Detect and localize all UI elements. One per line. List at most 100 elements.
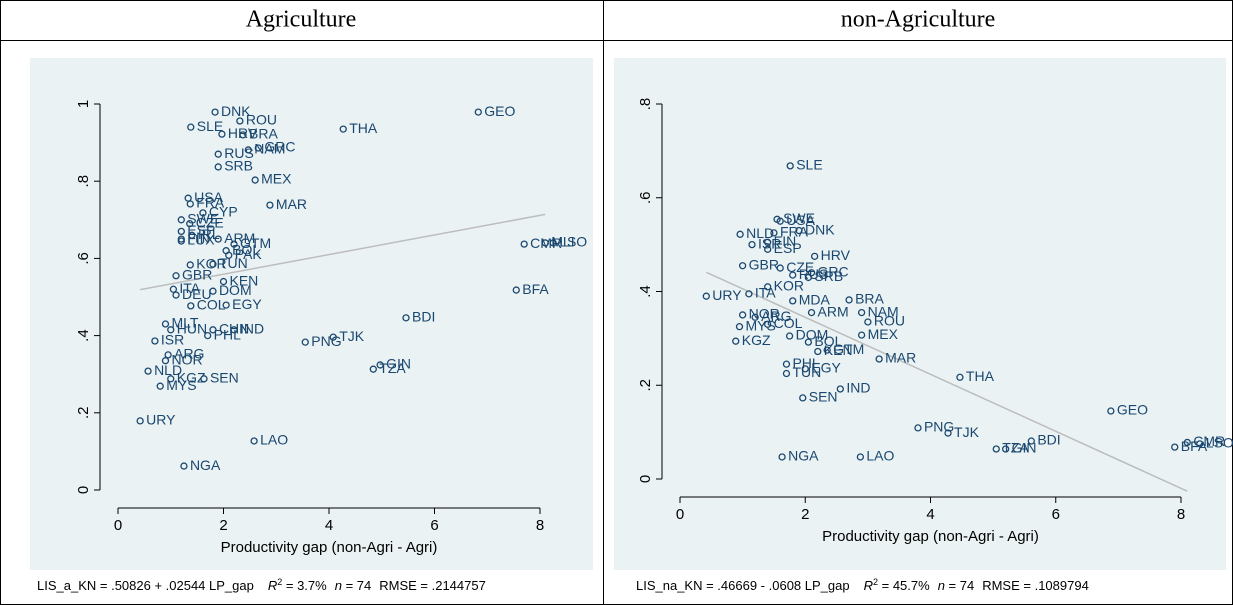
scatter-point [732, 337, 740, 345]
point-label: SRB [224, 158, 253, 174]
scatter-point [764, 245, 772, 253]
y-tick-label: .6 [75, 252, 92, 265]
x-tick-label: 0 [114, 517, 122, 534]
scatter-point [186, 200, 194, 208]
footnote-part: R [864, 578, 873, 593]
point-label: PNG [311, 333, 341, 349]
scatter-point [136, 417, 144, 425]
scatter-point [804, 338, 813, 346]
scatter-point [301, 338, 309, 346]
scatter-point [770, 229, 778, 237]
point-label: SEN [809, 389, 838, 405]
scatter-point [402, 314, 410, 322]
scatter-point [914, 424, 922, 432]
point-label: KGZ [177, 370, 206, 386]
point-label: GRC [264, 139, 295, 155]
scatter-point [251, 176, 259, 184]
scatter-point [795, 226, 803, 235]
point-label: CMR [1193, 433, 1225, 449]
point-label: KEN [230, 272, 259, 288]
footnote-part: RMSE = .1089794 [982, 578, 1089, 593]
point-label: URY [712, 287, 742, 303]
footnote: LIS_na_KN = .46669 - .0608 LP_gap R2 = 45… [636, 577, 1089, 593]
scatter-point [735, 323, 744, 331]
point-label: NAM [868, 303, 899, 319]
scatter-point [177, 227, 185, 236]
scatter-point [376, 361, 384, 369]
point-label: ROU [246, 112, 277, 128]
scatter-point [188, 231, 196, 239]
footnote-part: n [938, 578, 945, 593]
point-label: SLE [197, 118, 223, 134]
point-label: MEX [261, 171, 292, 187]
point-label: SLE [796, 157, 822, 173]
point-label: PAK [235, 246, 263, 262]
x-tick-label: 4 [926, 506, 934, 523]
scatter-point [764, 238, 772, 246]
scatter-point [549, 239, 557, 247]
point-label: CZE [786, 259, 814, 275]
scatter-point [214, 235, 222, 243]
scatter-point [254, 144, 262, 152]
x-tick-label: 8 [536, 517, 544, 534]
scatter-point [864, 318, 872, 326]
point-label: RUS [224, 145, 254, 161]
scatter-point [1183, 438, 1191, 447]
point-label: KOR [196, 256, 226, 272]
footnote-part: 2 [277, 577, 282, 587]
scatter-point [204, 331, 212, 340]
scatter-point [956, 373, 964, 381]
scatter-point [823, 346, 831, 354]
point-label: NLD [746, 225, 774, 241]
point-label: IND [240, 321, 264, 337]
x-tick-label: 2 [219, 517, 227, 534]
point-label: FIN [774, 233, 797, 249]
scatter-point [214, 150, 222, 158]
scatter-point [180, 462, 188, 470]
scatter-point [857, 331, 866, 339]
point-label: THA [349, 120, 378, 136]
point-label: PHL [214, 326, 241, 342]
point-label: LUX [187, 232, 215, 248]
scatter-point [369, 365, 377, 373]
scatter-point [186, 220, 194, 228]
footnote-part: LIS_na_KN = .46669 - .0608 LP_gap [636, 578, 850, 593]
point-label: SRB [814, 268, 843, 284]
point-label: GBR [182, 266, 212, 282]
point-label: SWE [783, 210, 815, 226]
point-label: LSO [559, 234, 587, 250]
point-label: COL [774, 315, 803, 331]
scatter-point [474, 108, 482, 116]
scatter-point [1002, 445, 1010, 453]
scatter-point [167, 375, 175, 383]
x-axis-title: Productivity gap (non-Agri - Agri) [221, 539, 438, 556]
scatter-point [776, 217, 784, 225]
x-tick-label: 6 [430, 517, 438, 534]
point-label: TJK [339, 328, 365, 344]
footnote-part: RMSE = .2144757 [379, 578, 486, 593]
point-label: IND [846, 380, 870, 396]
scatter-point [992, 445, 1000, 453]
point-label: BOL [814, 333, 842, 349]
scatter-point [1027, 437, 1035, 445]
footnote-part: n [335, 578, 342, 593]
point-label: BRA [855, 291, 884, 307]
fit-line [140, 213, 546, 291]
scatter-point [187, 123, 195, 131]
point-label: GEO [484, 103, 515, 119]
footnote-part: 2 [873, 577, 878, 587]
point-label: NOR [749, 306, 780, 322]
point-label: EGY [811, 360, 841, 376]
point-label: LAO [866, 448, 894, 464]
column-header: non-Agriculture [841, 7, 996, 33]
point-label: GEO [1117, 402, 1148, 418]
point-label: ISR [161, 332, 184, 348]
y-tick-label: .2 [75, 407, 92, 420]
point-label: LAO [260, 432, 288, 448]
scatter-point [200, 375, 208, 383]
point-label: USA [786, 212, 815, 228]
scatter-point [736, 230, 744, 238]
point-label: DEU [182, 286, 212, 302]
point-label: MEX [868, 326, 899, 342]
y-tick-label: .8 [637, 98, 654, 111]
